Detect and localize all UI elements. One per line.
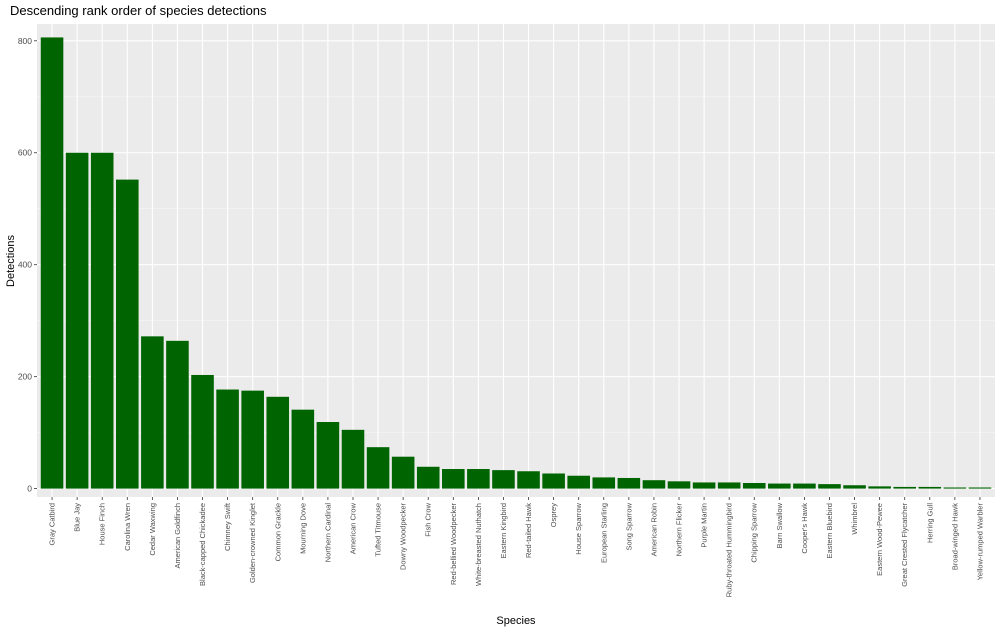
x-tick-label: American Crow <box>348 502 357 554</box>
x-tick-label: Red-bellied Woodpecker <box>449 503 458 585</box>
x-tick-label: Tufted Titmouse <box>374 503 383 557</box>
x-tick-label: Black-capped Chickadee <box>198 503 207 586</box>
x-tick-label: American Robin <box>649 503 658 556</box>
bar-purple-martin <box>692 482 716 489</box>
x-tick-label: Herring Gull <box>925 503 934 543</box>
x-tick-label: European Starling <box>599 503 608 563</box>
x-tick-label: Purple Martin <box>700 503 709 548</box>
bar-house-sparrow <box>567 475 590 489</box>
x-tick-label: Red-tailed Hawk <box>524 503 533 558</box>
bar-whimbrel <box>843 485 866 489</box>
bar-white-breasted-nuthatch <box>467 469 490 489</box>
bar-european-starling <box>592 477 616 489</box>
bar-blue-jay <box>65 152 89 489</box>
bar-northern-flicker <box>667 481 691 489</box>
bar-chipping-sparrow <box>742 483 766 489</box>
bar-ruby-throated-hummingbird <box>717 482 741 489</box>
x-tick-label: Northern Cardinal <box>323 503 332 563</box>
x-tick-label: House Finch <box>98 503 107 545</box>
bar-fish-crow <box>416 466 440 489</box>
x-tick-label: Eastern Bluebird <box>825 503 834 558</box>
bar-red-tailed-hawk <box>517 471 540 489</box>
bar-american-goldfinch <box>166 340 189 489</box>
bar-mourning-dove <box>291 409 315 489</box>
x-tick-label: Barn Swallow <box>775 502 784 548</box>
bar-house-finch <box>90 152 114 489</box>
bars <box>40 37 992 489</box>
x-tick-label: Eastern Wood-Pewee <box>875 503 884 576</box>
x-tick-label: Ruby-throated Hummingbird <box>725 503 734 597</box>
bar-cooper-s-hawk <box>793 483 816 489</box>
y-tick-label: 200 <box>18 372 32 382</box>
bar-american-crow <box>341 429 365 489</box>
x-tick-label: Yellow-rumped Warbler <box>975 503 984 581</box>
x-tick-label: Cooper's Hawk <box>800 503 809 554</box>
bar-tufted-titmouse <box>366 447 390 489</box>
bar-song-sparrow <box>617 477 641 489</box>
x-tick-label: Golden-crowned Kinglet <box>248 502 257 583</box>
bar-northern-cardinal <box>316 421 340 489</box>
x-tick-label: Song Sparrow <box>624 502 633 550</box>
bar-cedar-waxwing <box>141 336 164 489</box>
y-tick-label: 0 <box>27 484 32 494</box>
bar-eastern-wood-pewee <box>868 486 891 489</box>
bar-carolina-wren <box>115 179 139 489</box>
bar-black-capped-chickadee <box>191 374 214 489</box>
bar-golden-crowned-kinglet <box>241 390 264 489</box>
x-axis: Gray Catbird Blue Jay House Finch Carolina … <box>48 497 984 597</box>
bar-red-bellied-woodpecker <box>442 469 465 489</box>
y-tick-label: 600 <box>18 148 32 158</box>
x-tick-label: American Goldfinch <box>173 503 182 568</box>
bar-yellow-rumped-warbler <box>968 487 992 489</box>
bar-great-crested-flycatcher <box>893 486 917 489</box>
x-tick-label: Broad-winged Hawk <box>950 503 959 570</box>
bar-downy-woodpecker <box>391 456 415 489</box>
bar-chimney-swift <box>216 389 239 489</box>
y-axis: 0 200 400 600 800 <box>18 36 37 494</box>
y-axis-title: Detections <box>5 235 17 287</box>
x-tick-label: White-breasted Nuthatch <box>474 503 483 586</box>
x-tick-label: Eastern Kingbird <box>499 503 508 558</box>
x-tick-label: Osprey <box>549 503 558 527</box>
x-tick-label: House Sparrow <box>574 502 583 554</box>
bar-eastern-bluebird <box>818 484 841 489</box>
x-tick-label: Downy Woodpecker <box>399 503 408 570</box>
x-tick-label: Blue Jay <box>73 503 82 532</box>
y-tick-label: 800 <box>18 36 32 46</box>
x-tick-label: Common Grackle <box>273 503 282 561</box>
x-tick-label: Chimney Swift <box>223 502 232 551</box>
chart-title: Descending rank order of species detecti… <box>10 3 267 18</box>
x-tick-label: Gray Catbird <box>48 503 57 546</box>
x-tick-label: Carolina Wren <box>123 503 132 551</box>
x-tick-label: Cedar Waxwing <box>148 503 157 556</box>
bar-barn-swallow <box>768 483 791 489</box>
bar-common-grackle <box>266 396 290 489</box>
bar-eastern-kingbird <box>492 470 515 489</box>
x-tick-label: Northern Flicker <box>675 503 684 557</box>
x-axis-title: Species <box>496 615 536 627</box>
bar-american-robin <box>642 480 666 489</box>
y-tick-label: 400 <box>18 260 32 270</box>
bar-osprey <box>542 473 565 489</box>
x-tick-label: Whimbrel <box>850 503 859 535</box>
x-tick-label: Great Crested Flycatcher <box>900 503 909 587</box>
bar-broad-winged-hawk <box>943 487 967 489</box>
x-tick-label: Chipping Sparrow <box>750 502 759 562</box>
x-tick-label: Mourning Dove <box>298 503 307 554</box>
x-tick-label: Fish Crow <box>424 502 433 536</box>
bar-herring-gull <box>918 486 942 489</box>
bar-gray-catbird <box>40 37 64 489</box>
